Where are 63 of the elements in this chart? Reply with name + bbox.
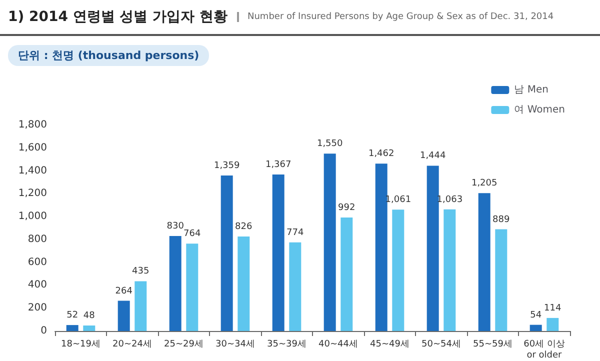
- bar: [66, 325, 78, 331]
- x-tick-label: 45~49세: [370, 340, 410, 350]
- data-label: 1,550: [316, 139, 344, 150]
- x-tick-label: 35~39세: [267, 340, 306, 350]
- data-label: 48: [83, 311, 96, 322]
- data-label: 764: [184, 229, 202, 240]
- x-tick-label: 20~24세: [112, 340, 152, 350]
- chart-subtitle: Number of Insured Persons by Age Group & Sex as of Dec. 31, 2014: [237, 12, 554, 22]
- data-label: 1,359: [214, 160, 240, 171]
- bar: [289, 242, 302, 331]
- x-tick-label: 40~44세: [318, 340, 358, 350]
- bar: [169, 236, 182, 331]
- data-label: 1,367: [265, 160, 292, 170]
- data-label: 992: [338, 202, 356, 213]
- data-label: 54: [530, 310, 542, 320]
- bar: [186, 244, 198, 331]
- y-tick-label: 1,000: [18, 211, 47, 222]
- data-label: 826: [235, 222, 253, 232]
- chart-title: 1) 2014 연령별 성별 가입자 현황: [8, 8, 228, 26]
- bar: [118, 300, 130, 331]
- bar: [83, 326, 96, 331]
- x-tick-label: 50~54세: [422, 340, 461, 350]
- bar: [444, 209, 456, 331]
- data-label: 435: [132, 266, 150, 277]
- legend-label: 남 Men: [514, 84, 548, 96]
- data-label: 830: [166, 222, 184, 232]
- x-tick-label: 18~19세: [61, 340, 100, 350]
- x-tick-label: 60세 이상 or older: [524, 340, 565, 360]
- y-tick-label: 600: [28, 256, 47, 268]
- y-tick-label: 1,800: [18, 120, 47, 130]
- y-tick-label: 1,400: [18, 165, 47, 176]
- bar: [340, 217, 353, 331]
- y-tick-label: 0: [40, 326, 47, 336]
- y-tick-label: 1,600: [18, 142, 47, 154]
- bar: [426, 166, 439, 331]
- data-label: 114: [544, 303, 562, 314]
- bar: [134, 281, 147, 331]
- legend-label: 여 Women: [514, 104, 566, 116]
- data-label: 264: [115, 286, 133, 296]
- bar: [478, 193, 490, 331]
- bar: [220, 175, 233, 331]
- data-label: 1,205: [471, 178, 498, 189]
- x-tick-label: 55~59세: [473, 340, 512, 350]
- data-label: 1,444: [420, 151, 446, 162]
- bar: [392, 210, 404, 331]
- bar: [546, 318, 559, 331]
- data-label: 889: [492, 214, 510, 225]
- y-tick-label: 800: [28, 234, 47, 245]
- data-label: 52: [66, 310, 78, 321]
- bar: [324, 154, 336, 331]
- y-tick-label: 1,200: [18, 188, 47, 200]
- x-tick-label: 30~34세: [216, 340, 255, 350]
- bar: [375, 164, 388, 331]
- bar: [272, 174, 284, 331]
- data-label: 1,462: [368, 149, 394, 160]
- bar: [530, 324, 542, 331]
- y-tick-label: 400: [28, 280, 47, 291]
- bar: [238, 236, 250, 331]
- x-tick-label: 25~29세: [164, 340, 204, 350]
- text: 단위 : 천명 (thousand persons): [8, 45, 210, 66]
- bar: [495, 229, 508, 331]
- data-label: 774: [286, 228, 304, 238]
- y-tick-label: 200: [28, 302, 47, 314]
